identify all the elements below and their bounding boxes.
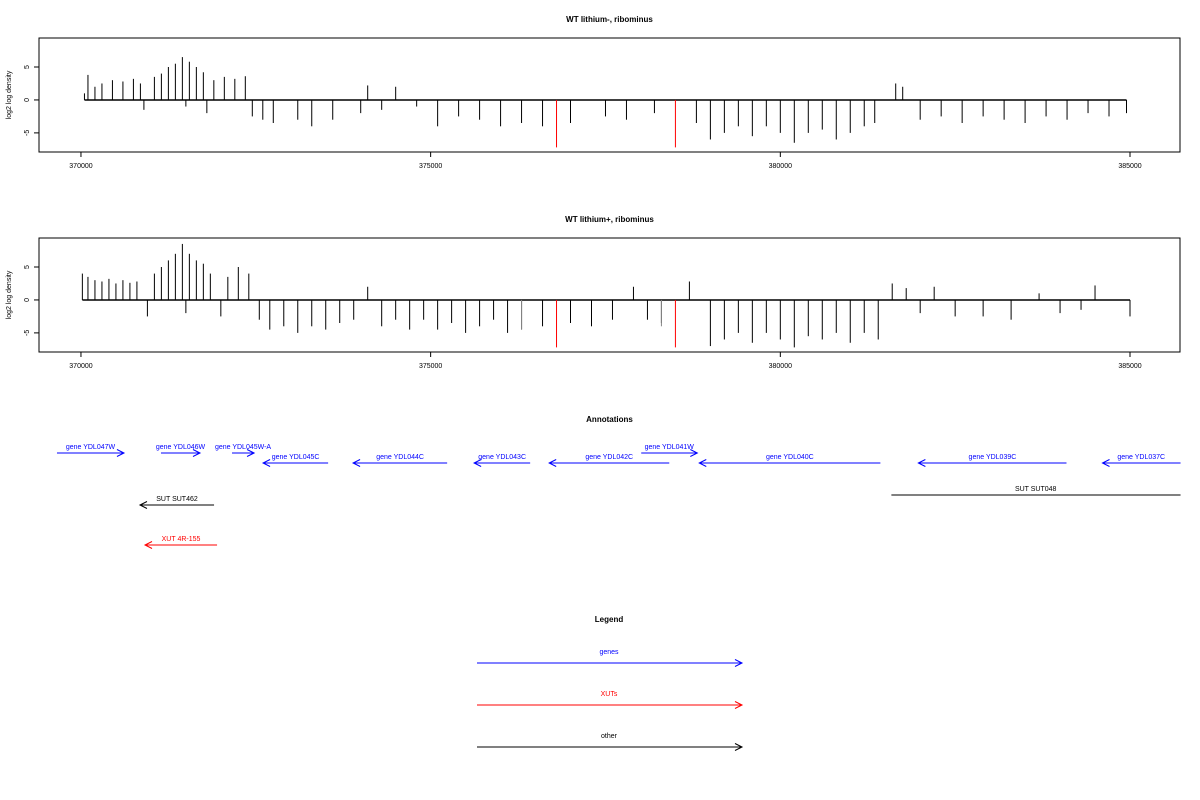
- arrowhead: [698, 459, 707, 467]
- arrowhead: [116, 449, 126, 457]
- plot-frame: [38, 237, 1181, 353]
- y-axis-label: log2 log density: [6, 270, 13, 319]
- x-tick-label: 380000: [769, 163, 792, 170]
- feature-label: SUT SUT048: [1015, 486, 1057, 493]
- x-tick-label: 385000: [1118, 363, 1141, 370]
- feature-label: XUT 4R-155: [162, 536, 201, 543]
- annotations-title: Annotations: [586, 415, 633, 424]
- panel-title: WT lithium-, ribominus: [566, 15, 653, 24]
- arrowhead: [917, 459, 926, 467]
- y-tick-label: 0: [24, 298, 31, 302]
- panel-title: WT lithium+, ribominus: [565, 215, 654, 224]
- legend-title: Legend: [595, 615, 624, 624]
- legend-arrowhead: [734, 659, 744, 667]
- arrowhead: [690, 449, 699, 457]
- feature-label: gene YDL042C: [585, 454, 633, 461]
- feature-label: gene YDL045W-A: [215, 444, 271, 451]
- feature-label: gene YDL043C: [478, 454, 526, 461]
- feature-label: SUT SUT462: [156, 496, 198, 503]
- y-tick-label: -5: [24, 130, 31, 136]
- feature-label: gene YDL040C: [766, 454, 814, 461]
- legend-arrowhead: [734, 743, 744, 751]
- feature-label: gene YDL045C: [272, 454, 320, 461]
- feature-label: gene YDL041W: [645, 444, 695, 451]
- feature-label: gene YDL044C: [376, 454, 424, 461]
- arrowhead: [473, 459, 482, 467]
- legend-label: other: [601, 733, 618, 740]
- y-tick-label: 5: [24, 265, 31, 269]
- arrowhead: [143, 541, 153, 549]
- arrowhead: [246, 449, 256, 457]
- legend-arrowhead: [734, 701, 744, 709]
- x-tick-label: 380000: [769, 363, 792, 370]
- arrowhead: [351, 459, 361, 467]
- feature-label: gene YDL037C: [1117, 454, 1165, 461]
- arrowhead: [138, 501, 148, 509]
- legend-label: genes: [599, 649, 619, 656]
- x-tick-label: 375000: [419, 163, 442, 170]
- x-tick-label: 375000: [419, 363, 442, 370]
- arrowhead: [548, 459, 557, 467]
- arrowhead: [1101, 459, 1110, 467]
- y-axis-label: log2 log density: [6, 70, 13, 119]
- x-tick-label: 370000: [69, 163, 92, 170]
- y-tick-label: 0: [24, 98, 31, 102]
- legend-label: XUTs: [601, 691, 618, 698]
- feature-label: gene YDL046W: [156, 444, 206, 451]
- y-tick-label: -5: [24, 330, 31, 336]
- plot-frame: [38, 37, 1181, 153]
- feature-label: gene YDL047W: [66, 444, 116, 451]
- feature-label: gene YDL039C: [969, 454, 1017, 461]
- arrowhead: [261, 459, 271, 467]
- y-tick-label: 5: [24, 65, 31, 69]
- x-tick-label: 370000: [69, 363, 92, 370]
- arrowhead: [192, 449, 202, 457]
- x-tick-label: 385000: [1118, 163, 1141, 170]
